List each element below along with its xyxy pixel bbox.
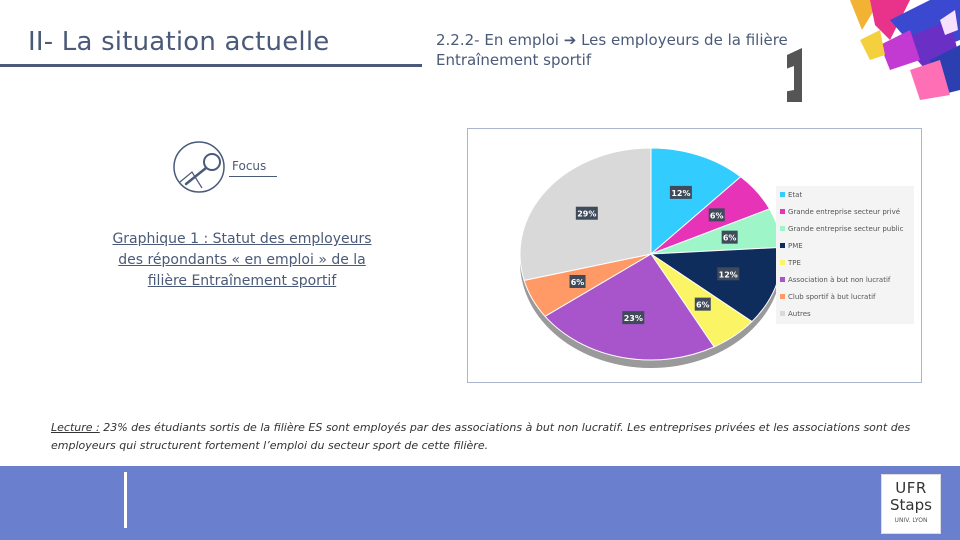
pie-data-label-box xyxy=(721,230,738,244)
legend-swatch xyxy=(780,226,785,231)
pie-data-label-text: 6% xyxy=(723,234,737,243)
legend-swatch xyxy=(780,260,785,265)
lecture-line-2: employeurs qui structurent fortement l’e… xyxy=(51,439,489,452)
pie-data-label-autres: 29% xyxy=(575,206,598,220)
legend-swatch xyxy=(780,277,785,282)
pie-data-label-grande-entreprise-secteur-public: 6% xyxy=(721,230,738,244)
legend-item-tpe: TPE xyxy=(780,259,801,267)
legend-label: Club sportif à but lucratif xyxy=(788,293,876,301)
footer-vertical-bar xyxy=(124,472,127,528)
legend-label: Association à but non lucratif xyxy=(788,276,891,284)
legend-label: Etat xyxy=(788,191,802,199)
focus-label: Focus xyxy=(232,159,267,173)
legend-swatch xyxy=(780,209,785,214)
legend-swatch xyxy=(780,294,785,299)
pie-data-label-club-sportif-a-but-lucratif: 6% xyxy=(569,274,586,288)
pie-data-label-text: 12% xyxy=(719,270,738,279)
legend-item-autres: Autres xyxy=(780,310,811,318)
pie-data-label-text: 6% xyxy=(710,211,724,220)
subtitle-line-1: 2.2.2- En emploi ➔ Les employeurs de la … xyxy=(436,31,788,49)
lecture-note: Lecture : 23% des étudiants sortis de la… xyxy=(51,419,931,455)
legend-label: Grande entreprise secteur public xyxy=(788,225,904,233)
pie-data-label-text: 6% xyxy=(696,301,710,310)
pie-chart: 12% 6% 6% 12% 6% 23% 6% 29% Etat Grande entrepri… xyxy=(519,147,914,368)
legend-label: Autres xyxy=(788,310,811,318)
legend-swatch xyxy=(780,243,785,248)
decorative-shapes-graphic xyxy=(783,0,960,102)
pie-data-label-text: 6% xyxy=(571,278,585,287)
legend-background xyxy=(776,186,914,324)
pie-data-label-box xyxy=(717,267,740,281)
legend-item-club-sportif-a-but-lucratif: Club sportif à but lucratif xyxy=(780,293,876,301)
pie-data-label-box xyxy=(575,206,598,220)
lecture-prefix: Lecture : xyxy=(51,421,100,434)
logo-line-3: UNIV. LYON xyxy=(894,517,928,524)
pie-slice-etat xyxy=(650,147,742,256)
legend-swatch xyxy=(780,311,785,316)
logo-line-2: Staps xyxy=(890,496,932,514)
subtitle-line-2: Entraînement sportif xyxy=(436,51,592,69)
section-title: II- La situation actuelle xyxy=(28,27,330,57)
pie-data-label-box xyxy=(694,297,711,311)
pie-data-label-box xyxy=(569,274,586,288)
legend-item-pme: PME xyxy=(780,242,803,250)
title-underline xyxy=(0,64,422,67)
legend-item-association-a-but-non-lucratif: Association à but non lucratif xyxy=(780,276,891,284)
pie-data-label-grande-entreprise-secteur-prive: 6% xyxy=(708,208,725,222)
legend-swatch xyxy=(780,192,785,197)
pie-data-label-text: 12% xyxy=(671,189,690,198)
legend-item-grande-entreprise-secteur-public: Grande entreprise secteur public xyxy=(780,225,904,233)
logo-line-1: UFR xyxy=(895,479,927,497)
chart-frame: 12% 6% 6% 12% 6% 23% 6% 29% Etat Grande entrepri… xyxy=(467,128,922,383)
pie-data-label-text: 29% xyxy=(577,210,596,219)
pie-data-label-tpe: 6% xyxy=(694,297,711,311)
lecture-line-1-text: 23% des étudiants sortis de la filière E… xyxy=(99,421,911,434)
pie-data-label-pme: 12% xyxy=(717,267,740,281)
slide-subtitle: 2.2.2- En emploi ➔ Les employeurs de la … xyxy=(436,30,836,70)
graph-caption-line-1: Graphique 1 : Statut des employeurs xyxy=(112,231,372,247)
legend-item-grande-entreprise-secteur-prive: Grande entreprise secteur privé xyxy=(780,208,900,216)
graph-caption-line-3: filière Entraînement sportif xyxy=(147,273,337,289)
graph-caption: Graphique 1 : Statut des employeurs des … xyxy=(88,229,396,292)
footer-band xyxy=(0,466,960,540)
graph-caption-line-2: des répondants « en emploi » de la xyxy=(118,252,366,268)
pie-slice-association-a-but-non-lucratif xyxy=(544,253,715,361)
pie-data-label-text: 23% xyxy=(624,314,643,323)
pie-data-label-box xyxy=(669,185,692,199)
legend-label: TPE xyxy=(787,259,801,267)
legend-label: Grande entreprise secteur privé xyxy=(788,208,900,216)
pie-data-label-box xyxy=(622,311,645,325)
pie-data-label-association-a-but-non-lucratif: 23% xyxy=(622,311,645,325)
legend-label: PME xyxy=(788,242,803,250)
ufr-staps-logo: UFR Staps UNIV. LYON xyxy=(881,474,941,534)
pie-data-label-box xyxy=(708,208,725,222)
focus-magnifier-icon xyxy=(173,141,225,193)
pie-data-label-etat: 12% xyxy=(669,185,692,199)
focus-underline xyxy=(229,176,277,177)
lecture-line-1: Lecture : 23% des étudiants sortis de la… xyxy=(51,419,931,437)
legend-item-etat: Etat xyxy=(780,191,802,199)
